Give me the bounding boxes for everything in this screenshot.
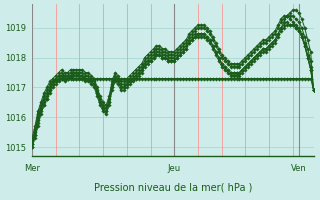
Text: Ven: Ven (291, 164, 307, 173)
Text: Pression niveau de la mer( hPa ): Pression niveau de la mer( hPa ) (94, 183, 252, 193)
Text: Jeu: Jeu (168, 164, 181, 173)
Text: Mer: Mer (24, 164, 40, 173)
